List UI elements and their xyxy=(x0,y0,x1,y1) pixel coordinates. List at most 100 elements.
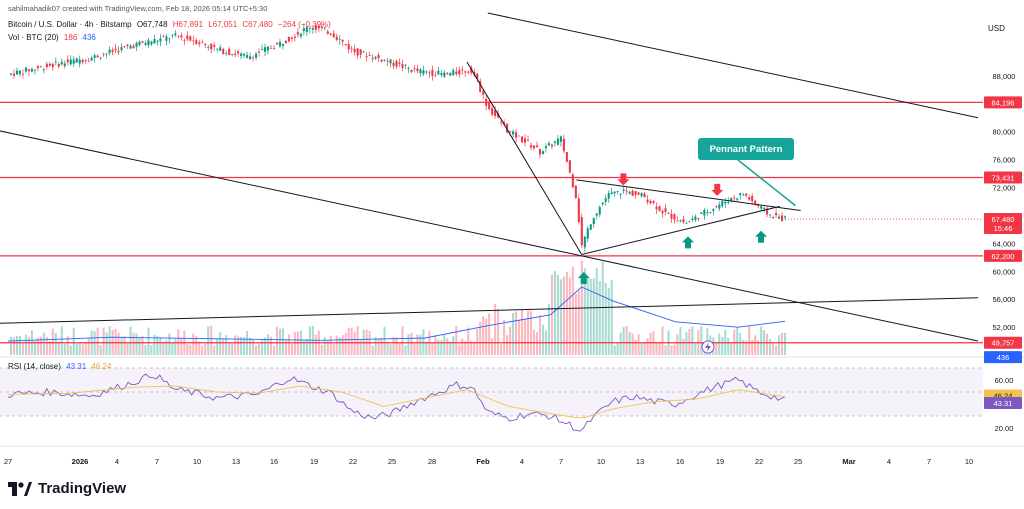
candle-body xyxy=(195,40,198,44)
volume-bar xyxy=(189,344,192,355)
candle-body xyxy=(709,212,712,213)
horizontal-levels[interactable]: 84,196 73,431 62,200 49,757 xyxy=(0,96,1022,349)
volume-bar xyxy=(449,341,452,355)
volume-bar xyxy=(526,310,530,355)
candle-body xyxy=(153,39,156,44)
time-tick-17: 19 xyxy=(716,457,724,466)
volume-bar xyxy=(535,332,539,355)
volume-bar xyxy=(180,338,183,355)
volume-bar xyxy=(141,335,144,355)
candle-body xyxy=(407,68,410,69)
candle-body xyxy=(45,63,48,68)
candle-body xyxy=(275,42,279,44)
candle-body xyxy=(15,70,19,75)
rsi-legend[interactable]: RSI (14, close) 43.31 46.24 xyxy=(8,362,111,371)
candle-body xyxy=(21,73,24,75)
candle-body xyxy=(144,43,147,45)
descending-channel-upper xyxy=(487,12,979,119)
volume-bar xyxy=(249,337,252,355)
candle-body xyxy=(592,218,595,225)
candle-body xyxy=(775,213,778,216)
candle-body xyxy=(628,191,631,194)
symbol-legend[interactable]: Bitcoin / U.S. Dollar · 4h · Bitstamp O6… xyxy=(8,20,331,29)
candle-body xyxy=(347,44,350,50)
tradingview-logo[interactable]: TradingView xyxy=(8,480,126,497)
candle-body xyxy=(440,73,443,75)
volume-bar xyxy=(60,326,63,355)
time-tick-11: Feb xyxy=(476,457,490,466)
candle-body xyxy=(240,53,243,57)
lightning-icon xyxy=(705,342,711,352)
volume-bar xyxy=(520,309,524,355)
time-tick-16: 16 xyxy=(676,457,684,466)
time-tick-23: 10 xyxy=(965,457,973,466)
candle-body xyxy=(724,201,727,204)
candle-body xyxy=(703,209,706,216)
candle-body xyxy=(305,27,308,32)
volume-bar xyxy=(335,335,338,355)
pennant-pattern-callout[interactable]: Pennant Pattern xyxy=(698,138,794,160)
price-badge-label-2: 436 xyxy=(997,353,1010,362)
volume-bar xyxy=(51,328,54,355)
volume-bar xyxy=(21,343,24,355)
candle-body xyxy=(778,216,781,219)
volume-bar xyxy=(485,318,488,355)
candle-body xyxy=(296,32,299,35)
volume-bar xyxy=(117,332,120,355)
candle-body xyxy=(126,44,129,46)
volume-bar xyxy=(168,333,171,355)
candle-body xyxy=(520,136,524,143)
volume-bar xyxy=(398,343,401,355)
time-tick-15: 13 xyxy=(636,457,644,466)
candle-body xyxy=(733,197,736,199)
candle-body xyxy=(727,201,730,203)
volume-bar xyxy=(162,341,165,355)
time-tick-10: 28 xyxy=(428,457,436,466)
volume-bar xyxy=(571,266,574,355)
candle-body xyxy=(667,212,670,214)
volume-bar xyxy=(135,333,138,355)
candle-body xyxy=(180,35,183,38)
volume-bar xyxy=(500,344,503,355)
candle-body xyxy=(386,61,389,62)
candle-body xyxy=(685,222,688,224)
candle-body xyxy=(518,135,521,137)
candle-body xyxy=(204,43,207,46)
volume-bar xyxy=(547,303,550,355)
volume-label: Vol · BTC (20) xyxy=(8,33,59,42)
volume-bar xyxy=(156,335,159,355)
volume-bar xyxy=(649,332,652,355)
volume-bar xyxy=(63,343,66,355)
volume-legend[interactable]: Vol · BTC (20) 186 436 xyxy=(8,33,96,42)
rsi-badge-label-0: 46.24 xyxy=(994,392,1013,401)
volume-bar xyxy=(682,338,685,355)
volume-bar xyxy=(39,336,42,355)
candle-body xyxy=(595,213,598,216)
brand-name: TradingView xyxy=(38,480,127,497)
candle-body xyxy=(362,51,365,53)
candle-body xyxy=(431,69,434,76)
candle-body xyxy=(691,218,694,220)
volume-bar xyxy=(18,335,22,355)
trendlines[interactable] xyxy=(0,12,979,342)
volume-bar xyxy=(78,342,81,355)
candle-body xyxy=(78,59,81,64)
volume-bar xyxy=(81,344,84,355)
time-tick-8: 22 xyxy=(349,457,357,466)
candle-body xyxy=(225,53,228,54)
rsi-ma-value: 46.24 xyxy=(91,362,112,371)
price-tick-7: 52,000 xyxy=(993,323,1016,332)
support-arrow-2 xyxy=(682,236,695,249)
volume-bar xyxy=(583,268,586,355)
candle-body xyxy=(359,49,362,55)
candle-body xyxy=(99,57,102,59)
volume-bar xyxy=(562,276,565,355)
volume-bar xyxy=(598,281,601,355)
candle-body xyxy=(320,26,323,29)
support-arrow-1 xyxy=(577,271,590,284)
candle-body xyxy=(580,217,583,246)
candle-body xyxy=(63,63,66,67)
candle-body xyxy=(616,191,619,192)
volume-bar xyxy=(494,303,497,355)
